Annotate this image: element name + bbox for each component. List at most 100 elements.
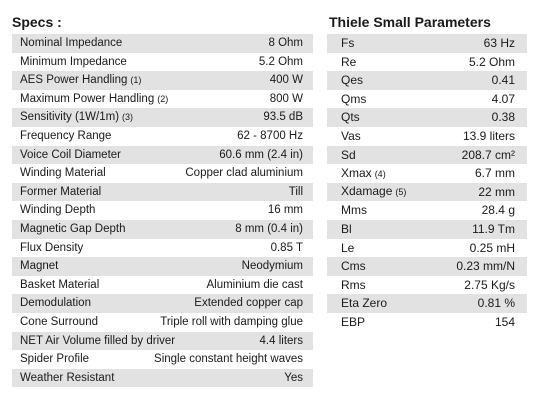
param-value: 6.7 mm bbox=[474, 166, 515, 181]
param-label-text: Bl bbox=[341, 221, 352, 236]
param-label-text: Basket Material bbox=[20, 278, 100, 291]
param-value: 5.2 Ohm bbox=[258, 55, 303, 68]
param-value: 2.75 Kg/s bbox=[464, 277, 515, 292]
param-label: Magnetic Gap Depth bbox=[20, 220, 125, 239]
param-label-text: Maximum Power Handling bbox=[20, 92, 155, 105]
specs-rows: Nominal Impedance 8 Ohm Minimum Impedance 5… bbox=[12, 34, 313, 388]
table-row: Qes 0.41 bbox=[327, 71, 527, 90]
param-label-text: Sensitivity (1W/1m) bbox=[20, 111, 120, 124]
param-label-text: Spider Profile bbox=[20, 353, 90, 366]
table-row: Winding Material Copper clad aluminium bbox=[12, 164, 313, 183]
table-row: Weather Resistant Yes bbox=[12, 368, 313, 388]
param-value: 28.4 g bbox=[481, 203, 515, 218]
param-value: 8 Ohm bbox=[268, 37, 303, 49]
param-value: 22 mm bbox=[478, 184, 515, 199]
param-label-text: Nominal Impedance bbox=[20, 37, 123, 49]
param-value: 0.23 mm/N bbox=[456, 259, 515, 274]
param-label: Spider Profile bbox=[20, 350, 89, 369]
param-value: 13.9 liters bbox=[462, 128, 515, 143]
table-row: Cone Surround Triple roll with damping gl… bbox=[12, 312, 313, 332]
param-label-text: Former Material bbox=[20, 185, 102, 198]
table-row: Mms 28.4 g bbox=[327, 201, 527, 220]
param-value: 60.6 mm (2.4 in) bbox=[219, 148, 303, 161]
param-value: 800 W bbox=[269, 92, 303, 105]
table-row: EBP 154 bbox=[327, 312, 527, 332]
param-label: Demodulation bbox=[20, 294, 91, 313]
param-label: Rms bbox=[341, 276, 366, 295]
param-label-text: Frequency Range bbox=[20, 129, 112, 142]
param-value: 0.38 bbox=[491, 110, 515, 125]
table-row: Sd 208.7 cm² bbox=[327, 145, 527, 165]
param-note: (3) bbox=[122, 112, 134, 123]
param-value: Extended copper cap bbox=[194, 297, 303, 310]
param-value: Copper clad aluminium bbox=[185, 167, 303, 180]
param-label: Former Material bbox=[20, 183, 101, 202]
param-label: Fs bbox=[341, 34, 354, 53]
param-label-text: Winding Depth bbox=[20, 204, 96, 217]
table-row: Re 5.2 Ohm bbox=[327, 52, 527, 72]
param-label-text: Eta Zero bbox=[341, 296, 388, 311]
param-label-text: Cms bbox=[341, 259, 366, 274]
table-row: Winding Depth 16 mm bbox=[12, 201, 313, 220]
thiele-small-title: Thiele Small Parameters bbox=[329, 14, 491, 30]
param-label: Sd bbox=[341, 146, 356, 165]
table-row: Minimum Impedance 5.2 Ohm bbox=[12, 52, 313, 72]
param-value: 0.25 mH bbox=[469, 240, 515, 255]
param-value: 93.5 dB bbox=[263, 111, 303, 124]
param-value: 0.81 % bbox=[477, 296, 515, 311]
param-label: Xdamage (5) bbox=[341, 182, 406, 202]
param-label-text: Rms bbox=[341, 277, 366, 292]
param-note: (1) bbox=[130, 75, 142, 86]
table-row: Former Material Till bbox=[12, 182, 313, 202]
param-label-text: Xmax bbox=[341, 165, 372, 180]
table-row: Eta Zero 0.81 % bbox=[327, 294, 527, 313]
param-value: 62 - 8700 Hz bbox=[237, 129, 303, 142]
table-row: AES Power Handling (1) 400 W bbox=[12, 71, 313, 90]
param-label-text: Qts bbox=[341, 110, 360, 125]
table-row: Frequency Range 62 - 8700 Hz bbox=[12, 126, 313, 146]
param-label-text: Weather Resistant bbox=[20, 371, 115, 384]
param-label: AES Power Handling (1) bbox=[20, 71, 141, 90]
param-label-text: Flux Density bbox=[20, 241, 84, 254]
param-label: Bl bbox=[341, 220, 352, 239]
param-label: Xmax (4) bbox=[341, 164, 386, 184]
param-label-text: Winding Material bbox=[20, 167, 106, 180]
table-row: Magnetic Gap Depth 8 mm (0.4 in) bbox=[12, 219, 313, 239]
table-row: Rms 2.75 Kg/s bbox=[327, 275, 527, 295]
param-label: Sensitivity (1W/1m) (3) bbox=[20, 108, 133, 127]
param-label: Mms bbox=[341, 201, 367, 220]
table-row: Maximum Power Handling (2) 800 W bbox=[12, 89, 313, 109]
table-row: Demodulation Extended copper cap bbox=[12, 294, 313, 313]
param-label-text: Cone Surround bbox=[20, 315, 98, 328]
param-label: Cms bbox=[341, 257, 366, 276]
thiele-small-rows: Fs 63 Hz Re 5.2 Ohm Qes 0.41 Qms 4.07 Qts 0.38 Vas… bbox=[327, 34, 527, 332]
param-label-text: Xdamage bbox=[341, 184, 393, 199]
param-label-text: Magnetic Gap Depth bbox=[20, 222, 126, 235]
param-label: Voice Coil Diameter bbox=[20, 146, 121, 165]
param-label-text: Demodulation bbox=[20, 297, 91, 310]
param-label-text: Vas bbox=[341, 128, 361, 143]
param-label-text: Minimum Impedance bbox=[20, 55, 127, 68]
param-label: Qms bbox=[341, 90, 366, 109]
table-row: Voice Coil Diameter 60.6 mm (2.4 in) bbox=[12, 145, 313, 165]
param-label-text: Mms bbox=[341, 203, 367, 218]
param-label-text: NET Air Volume filled by driver bbox=[20, 334, 176, 347]
param-value: 400 W bbox=[269, 74, 303, 87]
param-label: NET Air Volume filled by driver bbox=[20, 332, 175, 351]
param-value: Yes bbox=[284, 371, 303, 384]
param-value: 0.41 bbox=[491, 73, 515, 88]
param-label-text: Magnet bbox=[20, 260, 59, 273]
param-label: Nominal Impedance bbox=[20, 34, 122, 53]
param-label: Le bbox=[341, 239, 354, 258]
param-label: EBP bbox=[341, 313, 365, 332]
table-row: Basket Material Aluminium die cast bbox=[12, 275, 313, 295]
param-label-text: EBP bbox=[341, 314, 366, 329]
table-row: Magnet Neodymium bbox=[12, 257, 313, 276]
param-label: Qts bbox=[341, 108, 360, 127]
param-value: 208.7 cm² bbox=[461, 147, 515, 162]
table-row: NET Air Volume filled by driver 4.4 liter… bbox=[12, 331, 313, 351]
param-value: 16 mm bbox=[267, 204, 303, 217]
param-value: 4.07 bbox=[491, 91, 515, 106]
param-label-text: Qms bbox=[341, 91, 367, 106]
param-label-text: Voice Coil Diameter bbox=[20, 148, 121, 161]
